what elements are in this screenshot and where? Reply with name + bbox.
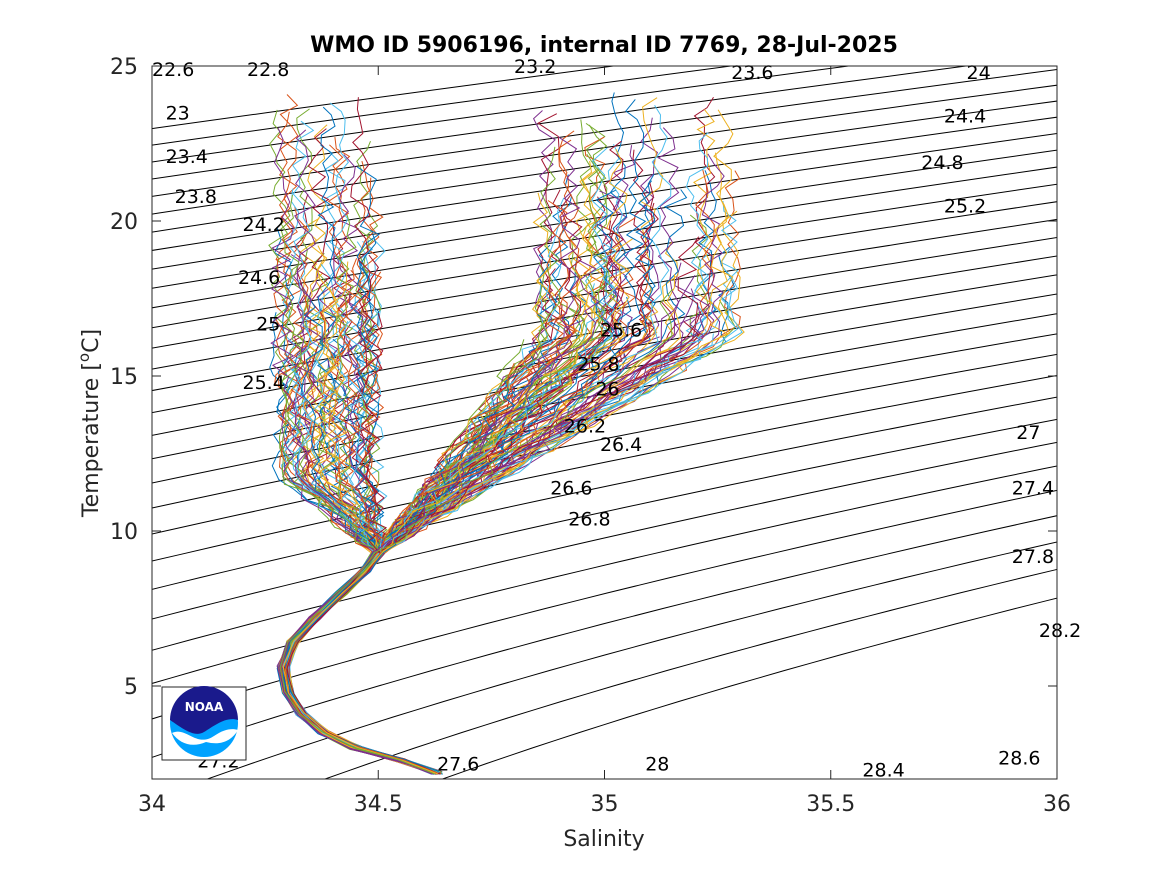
noaa-logo-gull — [172, 729, 238, 745]
x-tick-label: 34 — [138, 792, 166, 817]
axis-ticks: 34 34.5 35 35.5 36 5 10 15 20 25 — [110, 55, 1071, 817]
y-tick-label: 20 — [110, 210, 138, 235]
density-contour-label: 26.8 — [568, 509, 610, 531]
density-contour-label: 25.4 — [243, 372, 285, 394]
profile-line — [285, 214, 439, 773]
profile-line — [281, 242, 617, 773]
y-axis-label-superscript: o — [75, 353, 93, 362]
float-profiles — [268, 92, 745, 775]
density-contour-label: 24.8 — [921, 152, 963, 174]
density-contour-line — [152, 489, 1057, 720]
density-contour-line — [152, 84, 1057, 215]
profile-line — [288, 261, 441, 774]
density-contour-label: 23 — [166, 103, 190, 125]
density-contour-label: 23.4 — [166, 146, 208, 168]
x-tick-label: 36 — [1043, 792, 1071, 817]
profile-line — [278, 290, 434, 773]
density-contour-label: 26.6 — [550, 478, 592, 500]
y-tick-label: 10 — [110, 520, 138, 545]
y-axis-label: Temperature [oC] — [75, 329, 104, 518]
profile-line — [280, 259, 600, 775]
density-contour-line — [441, 597, 1057, 779]
density-contour-label: 25.6 — [600, 320, 642, 342]
x-tick-label: 34.5 — [354, 792, 403, 817]
profile-line — [277, 288, 711, 775]
density-contour-line — [152, 396, 1057, 590]
density-contour-label: 22.6 — [152, 59, 194, 81]
y-axis-label-base: Temperature [ — [79, 362, 104, 518]
density-contour-label: 27.4 — [1012, 478, 1054, 500]
x-tick-label: 35.5 — [806, 792, 855, 817]
density-contour-label: 27 — [1016, 422, 1040, 444]
density-contour-label: 24.6 — [238, 267, 280, 289]
density-contour-label: 23.8 — [175, 186, 217, 208]
x-axis-label: Salinity — [563, 827, 644, 852]
density-contour-line — [152, 418, 1057, 620]
density-contour-line — [152, 313, 1057, 484]
density-contour-label: 26 — [595, 378, 619, 400]
x-tick-label: 35 — [591, 792, 619, 817]
y-axis-label-tail: C] — [79, 329, 104, 353]
density-contour-label: 24 — [967, 62, 991, 84]
density-contour-line — [152, 274, 1057, 436]
profile-line — [282, 218, 601, 775]
chart-title: WMO ID 5906196, internal ID 7769, 28-Jul… — [310, 33, 898, 58]
density-contour-label: 27.8 — [1012, 546, 1054, 568]
density-contour-label: 28.6 — [998, 747, 1040, 769]
density-contour-line — [152, 66, 970, 180]
density-contour-line — [206, 541, 1057, 779]
density-contour-line — [152, 293, 1057, 460]
noaa-logo: NOAA — [161, 686, 247, 761]
profile-line — [284, 173, 656, 772]
density-contour-labels: 22.6 22.8 23.2 23.6 24 23 24.4 23.4 24.8 23.8 25.2… — [152, 56, 1081, 782]
density-contour-line — [152, 69, 1057, 197]
y-tick-label: 5 — [124, 675, 138, 700]
density-contour-line — [152, 515, 1057, 758]
density-contour-label: 28.2 — [1039, 620, 1081, 642]
noaa-logo-top — [170, 686, 238, 734]
noaa-logo-text: NOAA — [185, 700, 224, 714]
profile-line — [285, 258, 439, 774]
density-contour-label: 22.8 — [247, 59, 289, 81]
density-contour-label: 25.2 — [944, 196, 986, 218]
density-contour-line — [152, 149, 1057, 289]
density-contour-label: 24.2 — [243, 214, 285, 236]
density-contour-label: 28.4 — [862, 760, 904, 782]
density-contour-label: 23.6 — [731, 62, 773, 84]
density-contour-label: 24.4 — [944, 106, 986, 128]
density-contour-label: 27.6 — [437, 754, 479, 776]
density-contour-label: 26.2 — [564, 416, 606, 438]
density-contour-line — [152, 353, 1057, 535]
y-tick-label: 25 — [110, 55, 138, 80]
profile-line — [279, 288, 673, 775]
density-contour-line — [152, 374, 1057, 562]
density-contour-line — [323, 568, 1057, 779]
density-contour-label: 23.2 — [514, 56, 556, 78]
density-contour-label: 25.8 — [577, 354, 619, 376]
density-contour-line — [152, 100, 1057, 233]
y-tick-label: 15 — [110, 365, 138, 390]
density-contour-line — [152, 465, 1057, 684]
density-contour-label: 25 — [256, 313, 280, 335]
density-contours — [152, 66, 1057, 779]
density-contour-label: 26.4 — [600, 434, 642, 456]
profile-line — [285, 312, 441, 775]
density-contour-label: 28 — [645, 754, 669, 776]
density-contour-line — [152, 133, 1057, 270]
